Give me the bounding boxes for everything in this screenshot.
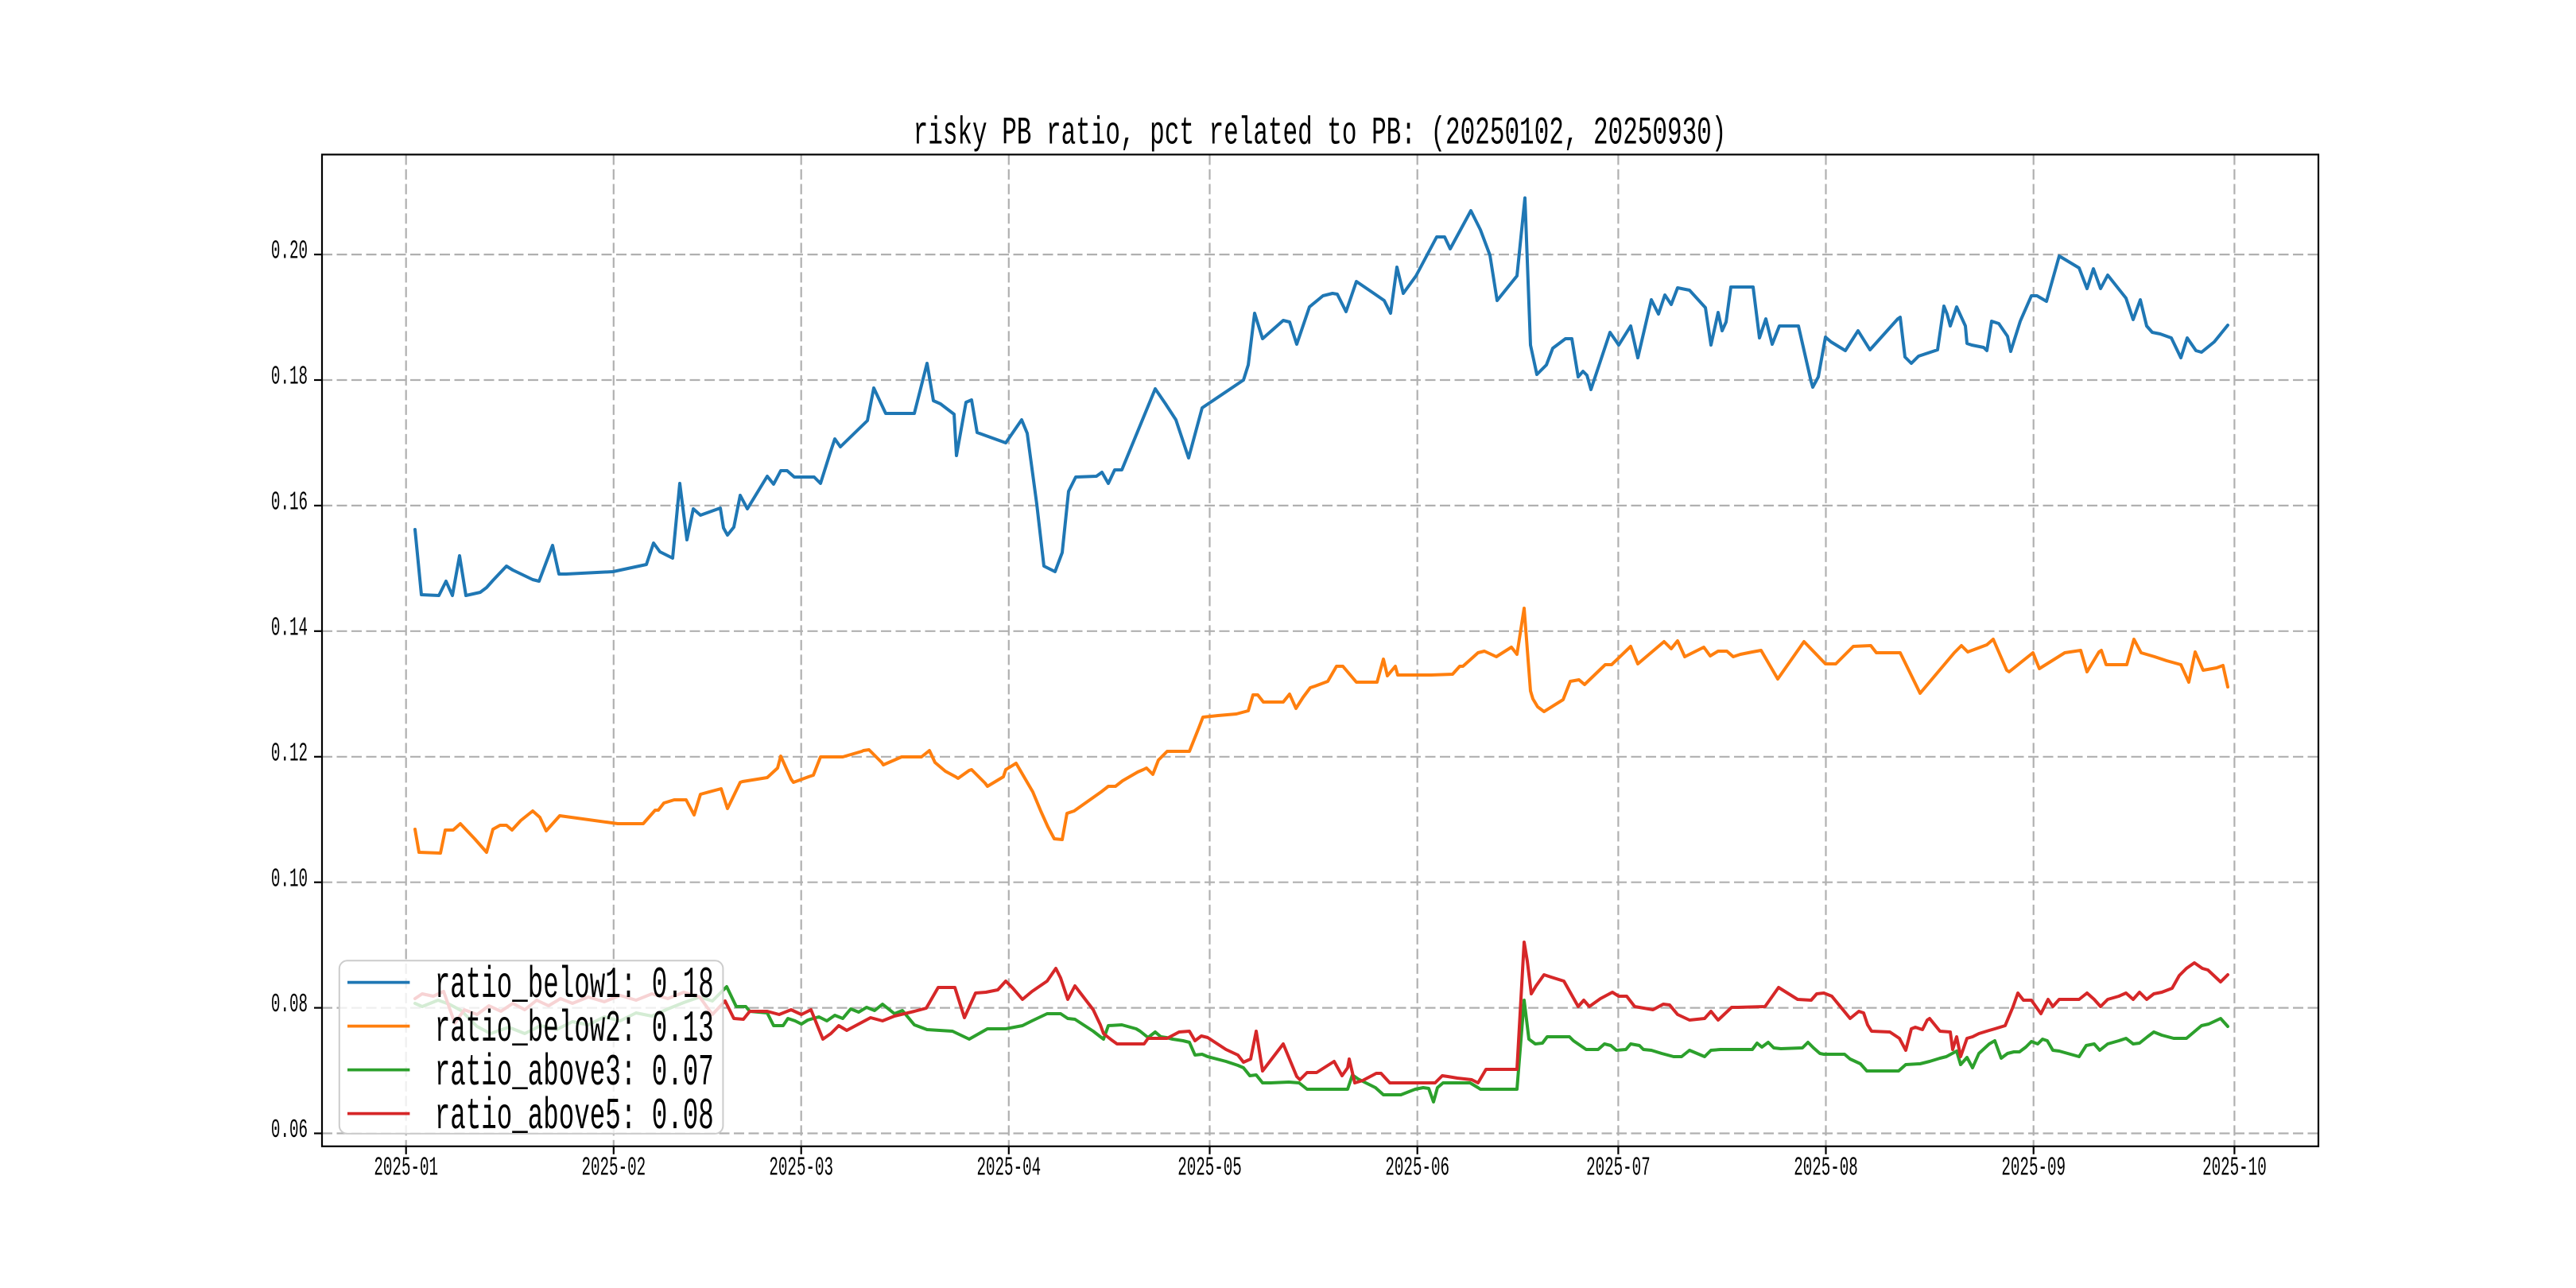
- svg-text:0.08: 0.08: [271, 991, 308, 1021]
- svg-text:0.18: 0.18: [271, 363, 308, 393]
- svg-text:2025-10: 2025-10: [2202, 1154, 2267, 1184]
- svg-text:2025-02: 2025-02: [581, 1154, 646, 1184]
- svg-text:0.12: 0.12: [271, 740, 308, 770]
- svg-text:2025-07: 2025-07: [1586, 1154, 1651, 1184]
- svg-text:0.16: 0.16: [271, 489, 308, 518]
- svg-text:2025-03: 2025-03: [769, 1154, 833, 1184]
- svg-text:0.06: 0.06: [271, 1116, 308, 1146]
- svg-text:ratio_below2: 0.13: ratio_below2: 0.13: [435, 1004, 714, 1054]
- svg-text:ratio_above3: 0.07: ratio_above3: 0.07: [435, 1048, 714, 1098]
- svg-text:2025-08: 2025-08: [1794, 1154, 1858, 1184]
- svg-text:2025-05: 2025-05: [1177, 1154, 1242, 1184]
- svg-text:0.14: 0.14: [271, 615, 308, 644]
- svg-text:2025-04: 2025-04: [976, 1154, 1041, 1184]
- svg-text:2025-01: 2025-01: [374, 1154, 438, 1184]
- svg-text:risky PB ratio, pct related to: risky PB ratio, pct related to PB: (2025…: [914, 112, 1727, 156]
- svg-text:2025-09: 2025-09: [2001, 1154, 2066, 1184]
- svg-text:ratio_above5: 0.08: ratio_above5: 0.08: [435, 1092, 714, 1142]
- svg-text:ratio_below1: 0.18: ratio_below1: 0.18: [435, 960, 714, 1011]
- svg-text:0.20: 0.20: [271, 238, 308, 267]
- svg-text:0.10: 0.10: [271, 866, 308, 895]
- svg-text:2025-06: 2025-06: [1385, 1154, 1449, 1184]
